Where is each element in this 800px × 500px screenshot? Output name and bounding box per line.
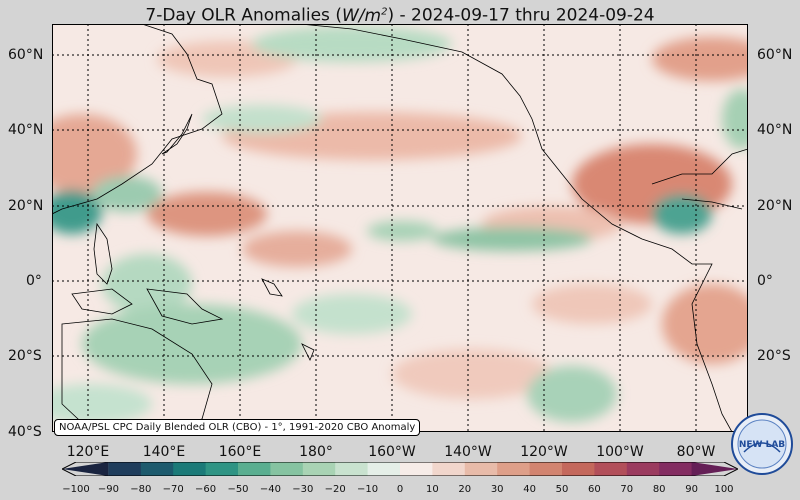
colorbar-tick-label: 100: [714, 484, 734, 495]
colorbar-cell: [497, 462, 531, 476]
lon-label-160w: 160°W: [368, 444, 416, 460]
colorbar-tick-label: −30: [292, 484, 314, 495]
colorbar-tick-label: 80: [652, 484, 666, 495]
lon-label-120w: 120°W: [520, 444, 568, 460]
noaa-lab-logo: NEW LAB: [731, 413, 793, 475]
colorbar-cell: [173, 462, 207, 476]
anomaly-field: [52, 26, 748, 424]
colorbar-cell: [400, 462, 433, 476]
colorbar-tick-label: 60: [588, 484, 601, 495]
map-canvas: [52, 24, 748, 432]
colorbar-tick-label: −10: [357, 484, 379, 495]
colorbar-tick-label: −80: [130, 484, 152, 495]
colorbar-tick-label: −90: [97, 484, 119, 495]
title-units: W/m2: [341, 5, 388, 26]
lat-label-40n-left: 40°N: [8, 122, 44, 138]
lat-label-eq-left: 0°: [26, 273, 42, 289]
colorbar-tick-label: −60: [195, 484, 217, 495]
lat-label-40s-left: 40°S: [8, 424, 42, 440]
colorbar-tick-label: 70: [620, 484, 634, 495]
lon-label-160e: 160°E: [218, 444, 262, 460]
colorbar-cell: [62, 462, 109, 476]
graticule: [52, 24, 748, 432]
colorbar-cell: [464, 462, 498, 476]
colorbar-tick-label: 30: [490, 484, 504, 495]
colorbar-cell: [562, 462, 595, 476]
colorbar-tick-label: −100: [62, 484, 90, 495]
lon-label-180: 180°: [299, 444, 333, 460]
colorbar-cell: [626, 462, 660, 476]
colorbar-tick-label: −20: [324, 484, 346, 495]
lat-label-20s-right: 20°S: [757, 348, 791, 364]
colorbar-tick-label: −70: [162, 484, 184, 495]
colorbar-tick-label: 50: [555, 484, 569, 495]
colorbar-cell: [594, 462, 628, 476]
colorbar-tick-label: 0: [396, 484, 404, 495]
logo-text: NEW LAB: [739, 440, 785, 450]
colorbar-cell: [140, 462, 174, 476]
colorbar: [62, 462, 738, 476]
colorbar-cell: [432, 462, 466, 476]
colorbar-cell: [529, 462, 563, 476]
colorbar-cell: [270, 462, 304, 476]
colorbar-tick-label: 90: [685, 484, 698, 495]
data-source-credit: NOAA/PSL CPC Daily Blended OLR (CBO) - 1…: [54, 419, 421, 436]
lat-label-20n-left: 20°N: [8, 198, 44, 214]
title-suffix: ) - 2024-09-17 thru 2024-09-24: [387, 5, 655, 26]
lon-label-140e: 140°E: [142, 444, 186, 460]
colorbar-cell: [238, 462, 271, 476]
lat-label-40n-right: 40°N: [757, 122, 793, 138]
colorbar-cell: [659, 462, 693, 476]
colorbar-cell: [108, 462, 142, 476]
colorbar-tick-label: −40: [259, 484, 281, 495]
lat-label-20s-left: 20°S: [8, 348, 42, 364]
lon-label-120e: 120°E: [66, 444, 110, 460]
colorbar-tick-label: 20: [458, 484, 472, 495]
colorbar-cell: [691, 462, 738, 476]
lon-label-80w: 80°W: [676, 444, 716, 460]
lon-label-140w: 140°W: [444, 444, 492, 460]
colorbar-cell: [302, 462, 336, 476]
colorbar-tick-label: −50: [227, 484, 249, 495]
coastlines: [52, 24, 748, 432]
colorbar-tick-label: 10: [426, 484, 439, 495]
lat-label-eq-right: 0°: [757, 273, 773, 289]
lat-label-60n-right: 60°N: [757, 47, 793, 63]
lat-label-20n-right: 20°N: [757, 198, 793, 214]
colorbar-tick-label: 40: [523, 484, 536, 495]
lon-label-100w: 100°W: [596, 444, 644, 460]
title-prefix: 7-Day OLR Anomalies (: [145, 5, 342, 26]
map-title: 7-Day OLR Anomalies (W/m2) - 2024-09-17 …: [0, 0, 800, 26]
colorbar-cell: [367, 462, 401, 476]
olr-anomaly-map: [52, 24, 748, 432]
colorbar-cell: [205, 462, 239, 476]
colorbar-cell: [335, 462, 369, 476]
lat-label-60n-left: 60°N: [8, 47, 44, 63]
